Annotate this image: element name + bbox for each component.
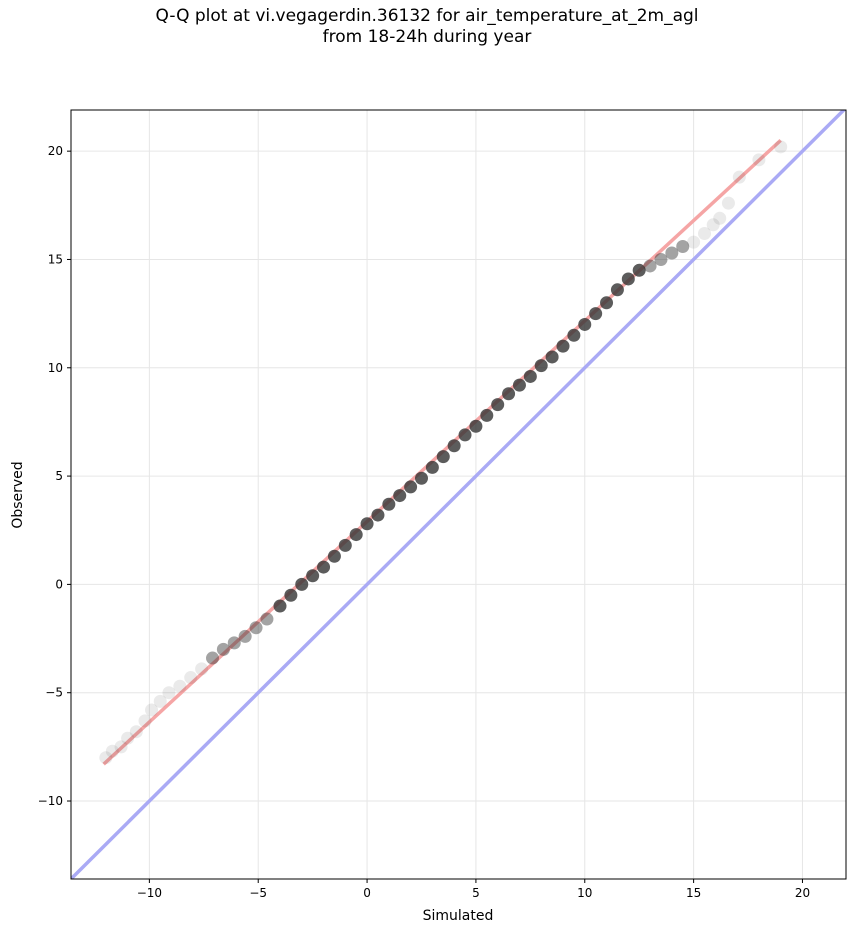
quantile-point (317, 560, 331, 574)
y-tick-label: −10 (38, 794, 63, 808)
quantile-point (567, 328, 581, 342)
x-tick-label: −10 (137, 886, 162, 900)
quantile-point (713, 211, 727, 225)
quantile-point (697, 226, 711, 240)
quantile-point (306, 569, 320, 583)
quantile-point (512, 378, 526, 392)
quantile-point (425, 460, 439, 474)
quantile-point (206, 651, 220, 665)
quantile-point (469, 419, 483, 433)
quantile-point (752, 153, 766, 167)
y-tick-label: 10 (48, 361, 63, 375)
quantile-point (216, 642, 230, 656)
quantile-point (436, 450, 450, 464)
quantile-point (99, 751, 113, 765)
quantile-point (393, 489, 407, 503)
quantile-point (632, 263, 646, 277)
quantile-point (260, 612, 274, 626)
quantile-point (121, 731, 135, 745)
chart-title-line-2: from 18-24h during year (322, 27, 532, 47)
quantile-point (295, 577, 309, 591)
quantile-point (589, 307, 603, 321)
grid-lines (71, 110, 846, 879)
quantile-point (173, 679, 187, 693)
quantile-point (774, 140, 788, 154)
y-tick-label: 15 (48, 252, 63, 266)
quantile-point (114, 740, 128, 754)
quantile-point (227, 636, 241, 650)
chart-title-line-1: Q-Q plot at vi.vegagerdin.36132 for air_… (155, 6, 699, 26)
quantile-point (732, 170, 746, 184)
x-tick-label: 20 (795, 886, 810, 900)
quantile-point (162, 686, 176, 700)
quantile-point (687, 235, 701, 249)
quantile-point (153, 694, 167, 708)
y-tick-label: 5 (55, 469, 63, 483)
quantile-point (184, 671, 198, 685)
quantile-point (371, 508, 385, 522)
quantile-point (534, 359, 548, 373)
x-tick-label: 15 (686, 886, 701, 900)
quantile-point (458, 428, 472, 442)
quantile-point (382, 497, 396, 511)
quantile-points (99, 140, 788, 765)
quantile-point (238, 629, 252, 643)
quantile-point (360, 517, 374, 531)
quantile-point (545, 350, 559, 364)
identity-line (71, 110, 846, 879)
quantile-point (145, 703, 159, 717)
quantile-point (273, 599, 287, 613)
y-axis-ticks: −10 −5 0 5 10 15 20 (38, 144, 71, 808)
y-tick-label: −5 (45, 686, 63, 700)
quantile-point (578, 317, 592, 331)
y-tick-label: 0 (55, 577, 63, 591)
quantile-point (676, 239, 690, 253)
y-tick-label: 20 (48, 144, 63, 158)
quantile-point (502, 387, 516, 401)
quantile-point (338, 538, 352, 552)
chart-title: Q-Q plot at vi.vegagerdin.36132 for air_… (0, 6, 854, 48)
plot-frame (70, 109, 847, 880)
y-axis-label: Observed (10, 461, 26, 528)
quantile-point (249, 621, 263, 635)
quantile-point (195, 662, 209, 676)
quantile-point (556, 339, 570, 353)
x-tick-label: 0 (363, 886, 371, 900)
quantile-point (414, 471, 428, 485)
quantile-point (327, 549, 341, 563)
quantile-point (600, 296, 614, 310)
quantile-point (654, 252, 668, 266)
quantile-point (621, 272, 635, 286)
x-tick-label: 10 (577, 886, 592, 900)
quantile-point (138, 714, 152, 728)
quantile-point (665, 246, 679, 260)
quantile-point (610, 283, 624, 297)
x-tick-label: 5 (472, 886, 480, 900)
quantile-point (284, 588, 298, 602)
quantile-point (447, 439, 461, 453)
quantile-point (105, 744, 119, 758)
quantile-point (706, 218, 720, 232)
x-axis-ticks: −10 −5 0 5 10 15 20 (137, 879, 810, 900)
quantile-point (349, 528, 363, 542)
quantile-point (721, 196, 735, 210)
quantile-point (523, 369, 537, 383)
quantile-point (480, 408, 494, 422)
quantile-point (643, 259, 657, 273)
quantile-point (129, 725, 143, 739)
x-axis-label: Simulated (423, 908, 494, 924)
quantile-point (491, 398, 505, 412)
x-tick-label: −5 (249, 886, 267, 900)
quantile-point (404, 480, 418, 494)
